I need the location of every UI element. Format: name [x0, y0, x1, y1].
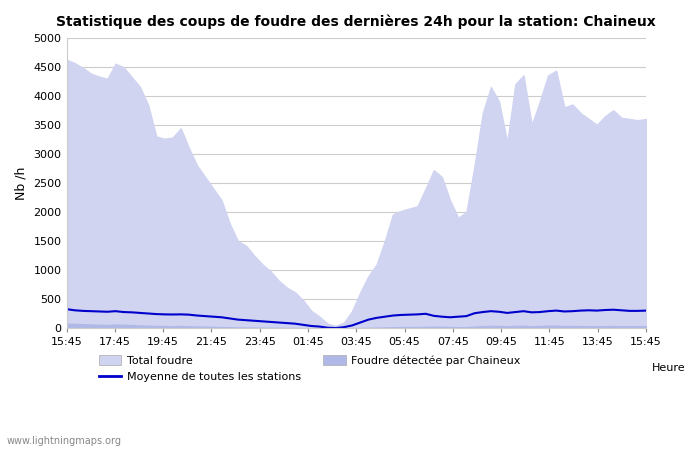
Text: Heure: Heure [652, 363, 685, 373]
Legend: Total foudre, Moyenne de toutes les stations, Foudre détectée par Chaineux: Total foudre, Moyenne de toutes les stat… [94, 351, 525, 387]
Title: Statistique des coups de foudre des dernières 24h pour la station: Chaineux: Statistique des coups de foudre des dern… [57, 15, 656, 30]
Y-axis label: Nb /h: Nb /h [15, 166, 28, 200]
Text: www.lightningmaps.org: www.lightningmaps.org [7, 436, 122, 446]
